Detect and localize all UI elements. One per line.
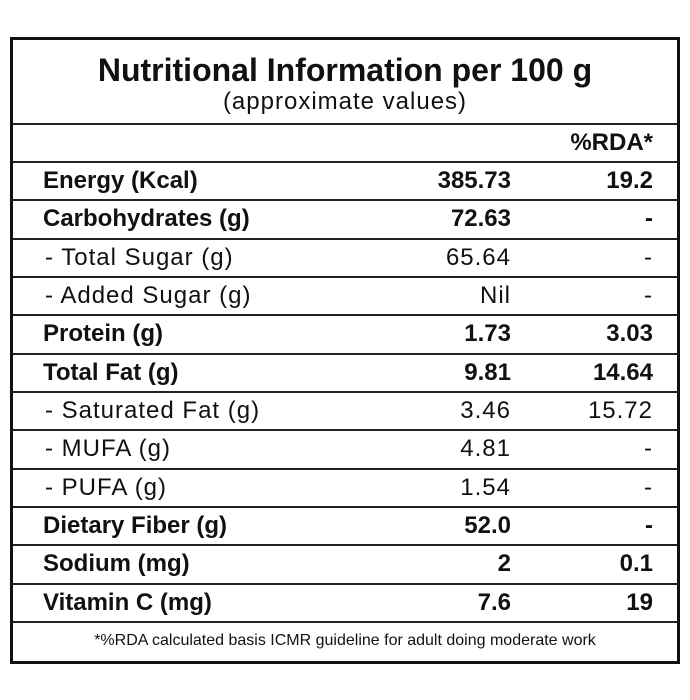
rda-value: 0.1 — [619, 550, 653, 578]
nutrient-value: 1.54 — [460, 473, 511, 501]
nutrient-label: - PUFA (g) — [45, 473, 168, 501]
row-divider — [13, 467, 677, 470]
row-divider — [13, 390, 677, 393]
nutrient-label: Sodium (mg) — [43, 550, 190, 578]
rda-value: - — [645, 511, 653, 539]
nutrient-value: 1.73 — [464, 320, 511, 348]
row-divider — [13, 352, 677, 355]
rda-value: - — [644, 281, 653, 309]
nutrient-value: 52.0 — [464, 511, 511, 539]
row-divider — [13, 544, 677, 547]
subtitle: (approximate values) — [222, 88, 468, 115]
rda-header: %RDA* — [570, 129, 653, 156]
rda-value: 19 — [626, 588, 653, 616]
nutrient-value: 2 — [497, 550, 511, 578]
footnote: *%RDA calculated basis ICMR guideline fo… — [94, 631, 596, 649]
nutrient-value: 9.81 — [464, 358, 511, 386]
nutrient-label: - Added Sugar (g) — [45, 281, 252, 309]
title: Nutritional Information per 100 g — [97, 52, 593, 88]
row-divider — [13, 429, 677, 432]
rda-value: - — [644, 473, 653, 501]
nutrient-value: Nil — [480, 281, 511, 309]
row-divider — [13, 582, 677, 585]
nutrition-label: Nutritional Information per 100 g (appro… — [10, 37, 680, 664]
row-divider — [13, 123, 677, 125]
rda-value: 14.64 — [592, 358, 653, 386]
nutrient-value: 65.64 — [445, 243, 511, 271]
row-divider — [13, 161, 677, 163]
nutrient-label: Protein (g) — [43, 320, 163, 348]
row-divider — [13, 275, 677, 278]
rda-value: - — [644, 435, 653, 463]
rda-value: 19.2 — [606, 167, 653, 194]
row-divider — [13, 314, 677, 317]
rda-value: - — [644, 243, 653, 271]
nutrient-label: - MUFA (g) — [45, 435, 172, 463]
rda-value: 3.03 — [606, 320, 653, 348]
nutrient-value: 72.63 — [450, 205, 511, 233]
nutrient-value: 385.73 — [437, 167, 511, 194]
nutrient-value: 3.46 — [460, 396, 511, 424]
row-divider — [13, 237, 677, 240]
rda-value: - — [645, 205, 653, 233]
nutrient-label: Vitamin C (mg) — [43, 588, 212, 616]
nutrient-label: - Saturated Fat (g) — [45, 396, 261, 424]
row-divider — [13, 199, 677, 202]
row-divider — [13, 505, 677, 508]
nutrient-label: Dietary Fiber (g) — [43, 511, 228, 539]
nutrient-value: 7.6 — [477, 588, 511, 616]
row-divider — [13, 620, 677, 623]
nutrient-label: - Total Sugar (g) — [45, 243, 234, 271]
nutrient-label: Carbohydrates (g) — [43, 205, 250, 233]
nutrient-label: Energy (Kcal) — [43, 167, 198, 194]
nutrient-label: Total Fat (g) — [43, 358, 179, 386]
rda-value: 15.72 — [587, 396, 653, 424]
nutrient-value: 4.81 — [460, 435, 511, 463]
